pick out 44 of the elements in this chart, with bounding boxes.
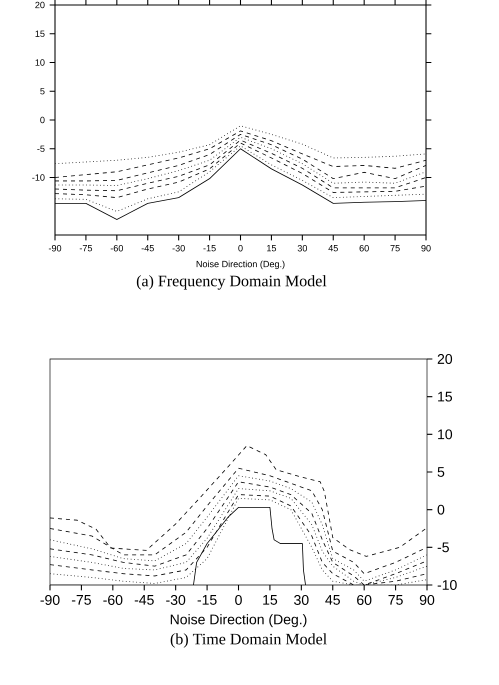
x-tick-label: 45 [325, 595, 340, 605]
y-tick-label: 5 [40, 88, 45, 94]
text: (a) Frequency Domain Model [136, 275, 326, 290]
x-tick-label: 0 [235, 595, 242, 605]
text: (b) Time Domain Model [170, 633, 327, 648]
x-tick-label: 30 [298, 245, 308, 252]
x-tick-label: 90 [421, 245, 431, 252]
x-tick-label: 30 [294, 595, 309, 605]
x-axis-title: Noise Direction (Deg.) [196, 260, 285, 270]
x-tick-label: 15 [267, 245, 276, 252]
x-tick-label: 60 [360, 245, 369, 252]
y-tick-label: -10 [32, 174, 45, 181]
x-tick-label: 75 [390, 245, 400, 252]
x-tick-label: -15 [203, 245, 216, 252]
x-tick-label: 90 [420, 595, 434, 605]
y-tick-label: -10 [438, 580, 457, 590]
y-tick-label: -5 [37, 146, 45, 152]
y-tick-label: 20 [35, 2, 45, 8]
x-tick-label: -30 [166, 595, 186, 605]
x-tick-label: -60 [110, 245, 124, 252]
x-tick-label: 45 [328, 245, 338, 252]
y-tick-label: 0 [40, 116, 45, 124]
x-axis-title: Noise Direction (Deg.) [170, 614, 306, 628]
x-tick-label: -75 [72, 595, 91, 605]
x-tick-label: 60 [357, 595, 372, 605]
x-tick-label: -75 [80, 245, 92, 252]
y-tick-label: 15 [438, 392, 452, 402]
y-tick-label: 20 [438, 354, 452, 364]
x-tick-label: -60 [103, 595, 122, 605]
x-tick-label: -30 [172, 245, 185, 252]
x-tick-label: 75 [388, 595, 403, 605]
x-tick-label: -90 [40, 595, 60, 605]
y-tick-label: 0 [438, 504, 444, 515]
x-tick-label: 15 [263, 595, 278, 605]
x-tick-label: -45 [134, 595, 154, 605]
y-tick-label: 10 [438, 429, 452, 440]
x-tick-label: -15 [198, 595, 217, 605]
y-tick-label: 10 [36, 59, 45, 66]
y-tick-label: 15 [36, 30, 45, 37]
x-tick-label: -45 [142, 245, 154, 252]
x-tick-label: -90 [48, 245, 62, 252]
y-tick-label: 5 [438, 467, 444, 477]
y-tick-label: -5 [438, 542, 449, 552]
x-tick-label: 0 [238, 245, 243, 252]
